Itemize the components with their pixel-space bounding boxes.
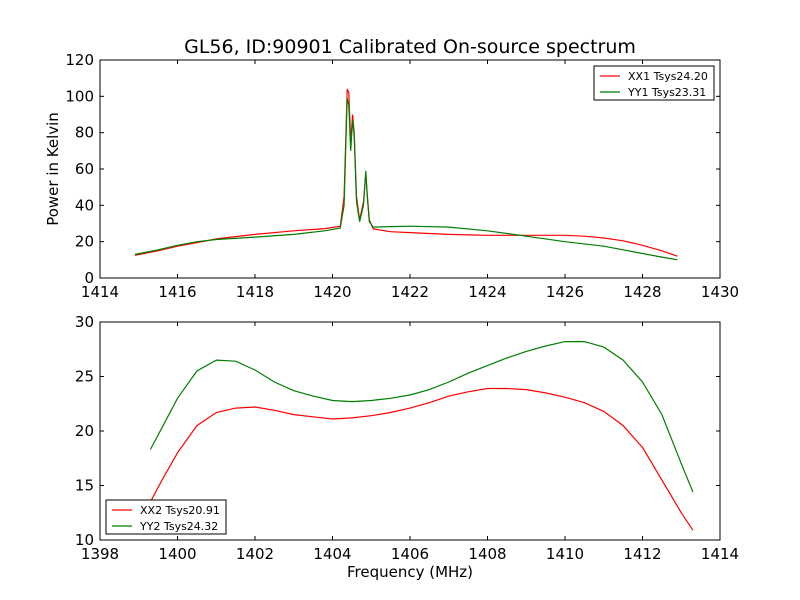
legend: XX2 Tsys20.91 YY2 Tsys24.32	[105, 499, 227, 535]
x-tick-label: 1406	[391, 545, 429, 563]
legend-entry: YY2 Tsys24.32	[139, 520, 218, 533]
x-tick-label: 1400	[158, 545, 196, 563]
y-tick-label: 10	[75, 531, 94, 549]
x-axis-label: Frequency (MHz)	[347, 563, 473, 581]
y-tick-label: 30	[75, 313, 94, 331]
y-tick-label: 20	[75, 422, 94, 440]
y-tick-label: 120	[65, 51, 94, 69]
x-tick-label: 1414	[701, 545, 739, 563]
x-tick-label: 1402	[236, 545, 274, 563]
legend-entry: XX2 Tsys20.91	[140, 504, 220, 517]
x-tick-label: 1420	[313, 283, 351, 301]
legend-box	[593, 65, 715, 101]
y-tick-label: 80	[75, 124, 94, 142]
x-tick-label: 1428	[623, 283, 661, 301]
bottom-spectrum-plot: 1398 1400 1402 1404 1406 1408 1410 1412 1414 10 15…	[75, 313, 739, 563]
y-axis-label: Power in Kelvin	[44, 112, 62, 226]
y-tick-label: 100	[65, 87, 94, 105]
y-tick-label: 20	[75, 233, 94, 251]
x-tick-label: 1404	[313, 545, 351, 563]
x-tick-label: 1424	[468, 283, 506, 301]
series-line-1	[149, 387, 694, 531]
x-tick-label: 1422	[391, 283, 429, 301]
legend: XX1 Tsys24.20 YY1 Tsys23.31	[593, 65, 715, 101]
legend-entry: YY1 Tsys23.31	[627, 86, 706, 99]
x-tick-label: 1416	[158, 283, 196, 301]
y-tick-label: 25	[75, 368, 94, 386]
x-tick-label: 1414	[81, 283, 119, 301]
x-tick-label: 1410	[546, 545, 584, 563]
legend-box	[105, 499, 227, 535]
x-tick-label: 1408	[468, 545, 506, 563]
x-tick-label: 1412	[623, 545, 661, 563]
x-tick-label: 1418	[236, 283, 274, 301]
series-line-2	[149, 341, 694, 493]
x-tick-label: 1398	[81, 545, 119, 563]
legend-entry: XX1 Tsys24.20	[628, 70, 708, 83]
y-tick-label: 40	[75, 196, 94, 214]
top-spectrum-plot: 1414 1416 1418 1420 1422 1424 1426 1428 1430 0 20 4…	[65, 51, 739, 301]
y-tick-label: 0	[84, 269, 94, 287]
y-tick-label: 15	[75, 477, 94, 495]
y-tick-label: 60	[75, 160, 94, 178]
x-tick-label: 1430	[701, 283, 739, 301]
series-line-1	[134, 88, 678, 257]
chart-title: GL56, ID:90901 Calibrated On-source spec…	[184, 36, 636, 58]
x-tick-label: 1426	[546, 283, 584, 301]
series-line-2	[134, 98, 678, 261]
